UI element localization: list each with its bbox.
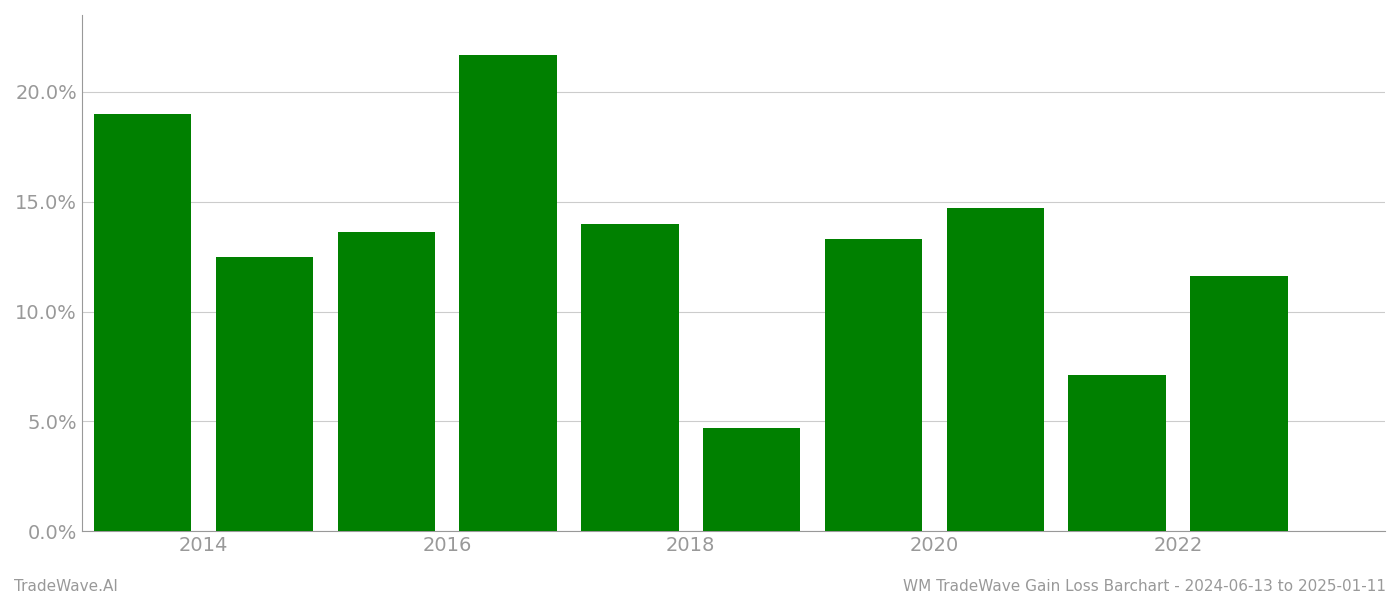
Bar — [581, 224, 679, 531]
Bar — [825, 239, 923, 531]
Bar — [459, 55, 557, 531]
Text: TradeWave.AI: TradeWave.AI — [14, 579, 118, 594]
Bar — [1068, 375, 1166, 531]
Bar — [1190, 277, 1288, 531]
Bar — [94, 114, 192, 531]
Bar — [216, 257, 314, 531]
Bar — [703, 428, 801, 531]
Text: WM TradeWave Gain Loss Barchart - 2024-06-13 to 2025-01-11: WM TradeWave Gain Loss Barchart - 2024-0… — [903, 579, 1386, 594]
Bar — [946, 208, 1044, 531]
Bar — [337, 232, 435, 531]
